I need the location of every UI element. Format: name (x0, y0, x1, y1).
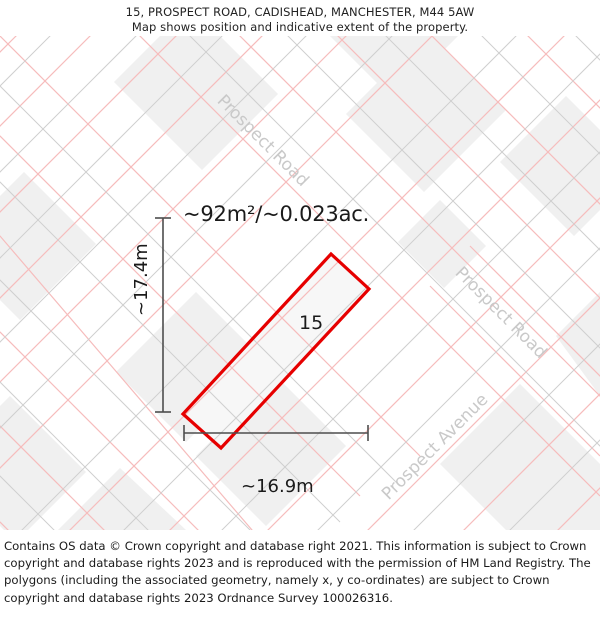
dimension-line-horizontal (183, 425, 369, 441)
dimension-line-vertical (155, 217, 171, 413)
building-fills (0, 36, 600, 530)
area-label: ~92m²/~0.023ac. (183, 202, 370, 226)
parcel-boundaries-pink-cross (0, 36, 600, 530)
height-dimension-label: ~17.4m (131, 243, 152, 316)
map-footer: Contains OS data © Crown copyright and d… (0, 534, 600, 625)
map-canvas[interactable]: Prospect Road Prospect Road Prospect Ave… (0, 36, 600, 530)
subject-property-outline[interactable] (180, 251, 372, 451)
building-outlines-grey (0, 36, 600, 530)
map-header: 15, PROSPECT ROAD, CADISHEAD, MANCHESTER… (0, 0, 600, 36)
page-title: 15, PROSPECT ROAD, CADISHEAD, MANCHESTER… (125, 5, 475, 19)
width-dimension-label: ~16.9m (241, 476, 314, 497)
subject-parcel-fill (183, 254, 369, 448)
map-vector-layer (0, 36, 600, 530)
plot-number-label: 15 (299, 312, 324, 334)
page-subtitle: Map shows position and indicative extent… (131, 20, 469, 34)
building-outlines-grey-cross (0, 36, 600, 530)
copyright-text: Contains OS data © Crown copyright and d… (4, 539, 591, 605)
